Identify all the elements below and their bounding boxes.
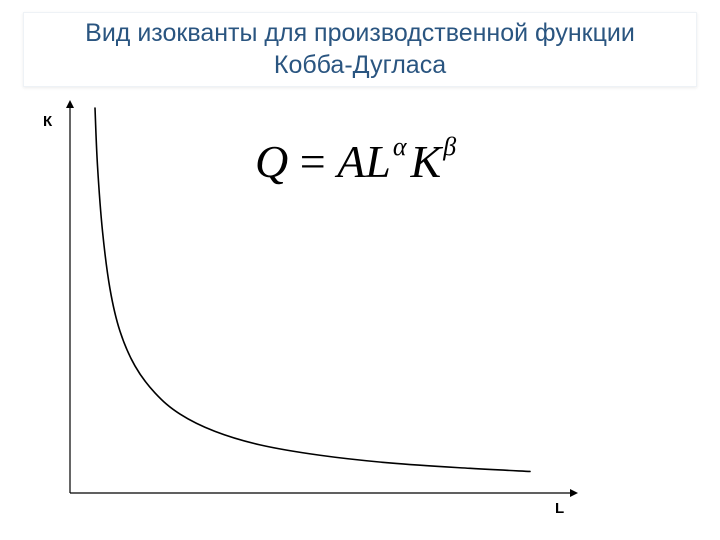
isoquant-chart — [0, 0, 720, 540]
